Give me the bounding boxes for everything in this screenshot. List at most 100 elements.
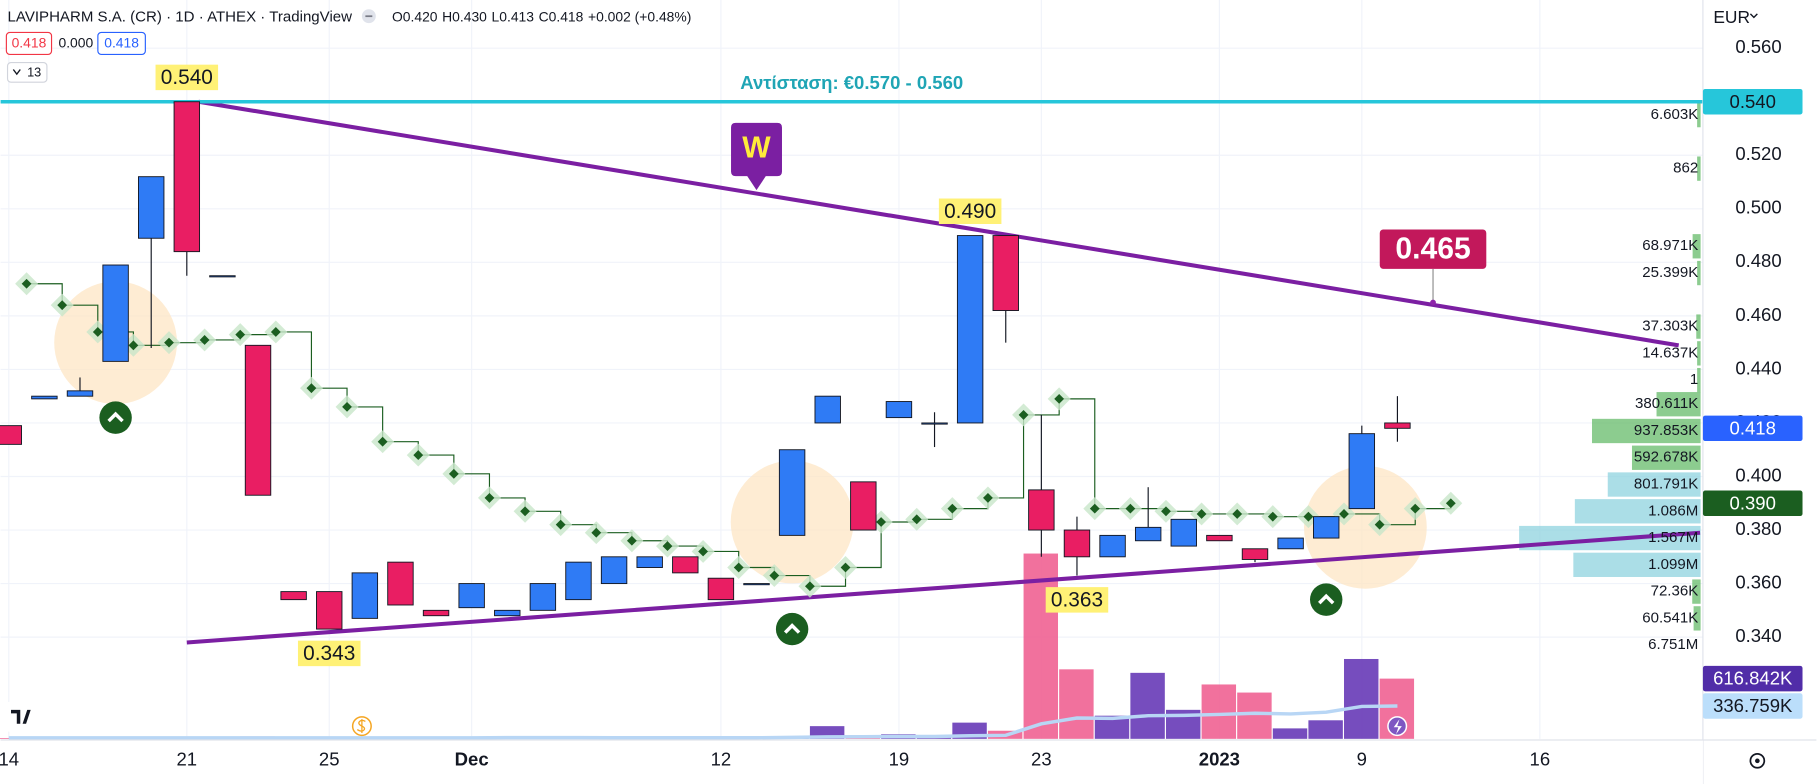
profile-bar — [1692, 579, 1701, 604]
profile-bar — [1573, 552, 1701, 577]
candle-body — [1384, 422, 1411, 429]
volume-bar — [1344, 658, 1379, 739]
price-label-bg — [297, 640, 361, 667]
y-tick-label: 0.520 — [1735, 143, 1781, 164]
profile-label: 1.099M — [1648, 556, 1698, 573]
candle-body — [600, 556, 628, 585]
profile-bar — [1697, 341, 1701, 366]
x-tick-label: 21 — [177, 749, 198, 770]
currency-label[interactable]: EUR — [1713, 7, 1750, 27]
candle-body — [814, 395, 841, 424]
candle-body — [138, 176, 165, 239]
signal-chevron — [107, 411, 124, 423]
x-tick-label: 2023 — [1199, 749, 1240, 770]
x-tick-label: 14 — [0, 749, 19, 770]
candle-body — [1063, 529, 1091, 558]
candle-body — [387, 561, 414, 606]
candle-body — [672, 556, 699, 574]
profile-label: 1 — [1690, 371, 1698, 388]
price-label: 0.490 — [944, 200, 996, 223]
volume-bar — [1059, 669, 1094, 739]
profile-label: 592.678K — [1634, 449, 1698, 466]
volume-bar — [1094, 715, 1130, 739]
input-box[interactable] — [97, 31, 146, 56]
indicator-point — [57, 300, 68, 311]
candle-body — [778, 449, 806, 536]
profile-label: 862 — [1673, 160, 1698, 177]
event-glyph — [1393, 719, 1402, 735]
profile-label: 801.791K — [1634, 475, 1698, 492]
candle-body — [743, 583, 770, 586]
volume-bar — [1130, 672, 1165, 739]
logo-bg — [5, 701, 40, 732]
candle-body — [494, 609, 521, 617]
y-tick-label: 0.560 — [1735, 36, 1781, 57]
volume-bar — [1272, 728, 1308, 739]
price-label-bg — [155, 64, 219, 91]
profile-label: 1.567M — [1648, 529, 1698, 546]
input-box[interactable] — [5, 31, 53, 56]
indicator-tag-bg — [1702, 490, 1803, 517]
x-tick-label: 25 — [319, 749, 340, 770]
price-label: 0.540 — [161, 66, 213, 89]
candle-body — [1134, 526, 1162, 542]
price-label: 0.343 — [303, 642, 355, 665]
candle-body — [1277, 537, 1304, 550]
candle-body — [956, 235, 984, 424]
indicator-point — [947, 503, 958, 514]
indicator-point — [413, 450, 424, 460]
candle-body — [707, 577, 735, 601]
chevron-icon — [12, 69, 21, 76]
chart-title: LAVIPHARM S.A. (CR) · 1D · ATHEX · Tradi… — [8, 8, 353, 25]
candle-body — [173, 101, 201, 253]
indicator-point — [1410, 503, 1421, 514]
candle-body — [209, 275, 236, 278]
profile-label: 60.541K — [1642, 609, 1698, 626]
logo[interactable] — [11, 709, 31, 724]
indicator-point — [1196, 509, 1207, 519]
candle-body — [1241, 548, 1269, 560]
candle-body — [244, 344, 272, 496]
x-tick-label: 12 — [711, 749, 732, 770]
candle-body — [1348, 433, 1376, 510]
chevron-icon — [1749, 13, 1758, 19]
ohlc-value: L0.413 — [492, 8, 535, 24]
callout-box — [1379, 229, 1487, 269]
indicator-point — [698, 546, 709, 557]
profile-label: 380.611K — [1635, 395, 1698, 412]
indicator-point — [448, 468, 459, 479]
indicator-tag: 0.390 — [1730, 492, 1776, 513]
candle-body — [458, 583, 485, 609]
last-price-tag-bg — [1702, 415, 1803, 442]
volume-ma-tag: 336.759K — [1713, 695, 1793, 716]
y-tick-label: 0.500 — [1735, 197, 1781, 218]
collapse-button[interactable] — [6, 61, 48, 83]
volume-tag-bg — [1702, 665, 1803, 692]
indicator-point — [199, 335, 210, 345]
volume-bar — [1237, 692, 1272, 739]
indicator-point — [520, 506, 530, 517]
series-layer: Αντίσταση: €0.570 - 0.560 — [0, 72, 1703, 645]
indicator-point — [92, 327, 103, 337]
marker-shape — [731, 122, 782, 191]
ohlc-value: O0.420 — [392, 8, 438, 24]
candle-body — [529, 583, 557, 611]
y-tick-label: 0.340 — [1735, 625, 1781, 646]
profile-label: 37.303K — [1642, 318, 1698, 335]
profile-bar — [1697, 367, 1701, 393]
settings-icon[interactable] — [1749, 753, 1766, 769]
candle-body — [636, 556, 663, 568]
ohlc-value: +0.002 (+0.48%) — [588, 8, 691, 24]
time-axis-panel — [0, 739, 1703, 784]
resistance-tag-bg — [1702, 88, 1803, 115]
ohlc-value: H0.430 — [442, 8, 487, 24]
profile-total-label: 6.751M — [1648, 636, 1698, 653]
x-tick-label: 23 — [1031, 749, 1052, 770]
price-label-bg — [1045, 587, 1109, 613]
x-tick-label: Dec — [455, 749, 489, 770]
collapse-count: 13 — [27, 64, 41, 79]
profile-label: 6.603K — [1651, 106, 1699, 123]
profile-bar — [1697, 260, 1701, 286]
indicator-point — [1125, 503, 1136, 514]
